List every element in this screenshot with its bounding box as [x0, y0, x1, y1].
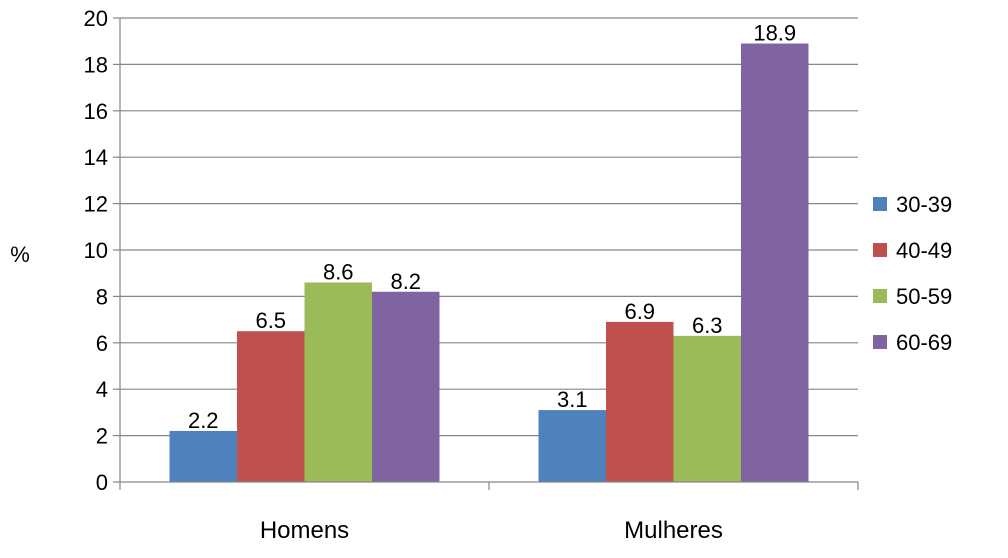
y-tick-label: 0 — [96, 470, 108, 495]
data-label: 6.5 — [255, 308, 286, 333]
x-category-label: Homens — [260, 517, 349, 544]
data-label: 18.9 — [753, 21, 796, 46]
data-label: 6.3 — [692, 313, 723, 338]
legend-label: 40-49 — [896, 238, 952, 263]
bar — [169, 430, 237, 482]
legend: 30-39 40-49 50-59 60-69 — [873, 192, 952, 355]
legend-swatch — [873, 243, 887, 257]
y-tick-label: 14 — [84, 145, 108, 170]
legend-swatch — [873, 335, 887, 349]
data-labels: 2.2 6.5 8.6 8.2 3.1 6.9 6.3 18.9 — [188, 21, 796, 433]
data-label: 8.2 — [390, 269, 421, 294]
y-axis-label: % — [10, 242, 30, 267]
legend-label: 30-39 — [896, 192, 952, 217]
bar — [606, 321, 674, 482]
legend-swatch — [873, 289, 887, 303]
x-category-label: Mulheres — [624, 517, 723, 544]
bar — [372, 291, 440, 482]
y-tick-label: 12 — [84, 192, 108, 217]
bars — [169, 43, 809, 483]
data-label: 6.9 — [624, 299, 655, 324]
y-tick-label: 20 — [84, 6, 108, 31]
y-tick-label: 4 — [96, 377, 108, 402]
y-tick-label: 18 — [84, 52, 108, 77]
bar — [237, 331, 305, 482]
y-tick-label: 16 — [84, 99, 108, 124]
data-label: 3.1 — [557, 387, 588, 412]
data-label: 2.2 — [188, 408, 219, 433]
x-category-labels: Homens Mulheres — [260, 517, 723, 544]
legend-label: 60-69 — [896, 330, 952, 355]
y-tick-label: 2 — [96, 424, 108, 449]
legend-label: 50-59 — [896, 284, 952, 309]
bar — [538, 410, 606, 482]
y-tick-labels: 0 2 4 6 8 10 12 14 16 18 20 — [84, 6, 108, 495]
axes — [119, 18, 859, 490]
y-tick-label: 10 — [84, 238, 108, 263]
bar — [673, 335, 741, 482]
y-tick-label: 6 — [96, 331, 108, 356]
bar — [741, 43, 809, 483]
bar — [304, 282, 372, 482]
legend-swatch — [873, 197, 887, 211]
data-label: 8.6 — [323, 259, 354, 284]
y-tick-label: 8 — [96, 284, 108, 309]
